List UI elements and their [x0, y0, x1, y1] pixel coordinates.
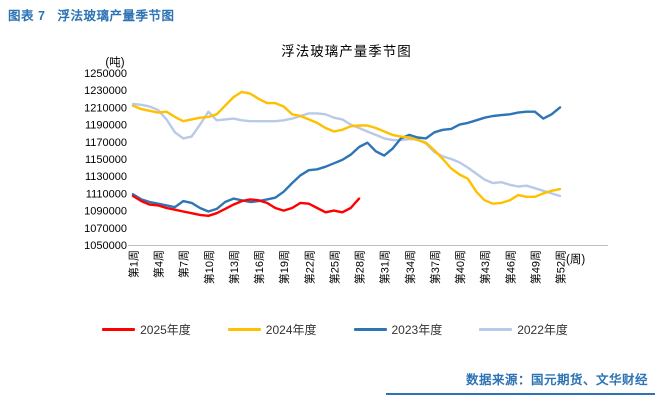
y-tick-label: 1050000 — [84, 240, 127, 252]
y-tick-label: 1090000 — [84, 206, 127, 218]
x-tick-label: 第19周 — [277, 250, 291, 284]
legend-label: 2024年度 — [265, 323, 317, 337]
legend-swatch — [353, 328, 387, 331]
x-tick-label: 第52周 — [554, 250, 568, 284]
y-tick-label: 1150000 — [85, 154, 127, 166]
y-tick-label: 1210000 — [84, 102, 127, 114]
series-line-2025年度 — [131, 194, 361, 218]
y-tick-label: 1170000 — [85, 137, 127, 149]
x-tick-label: 第46周 — [503, 250, 517, 284]
seasonal-line-chart: 1250000 1230000 1210000 1190000 1170000 11500… — [84, 68, 608, 284]
legend-label: 2025年度 — [140, 323, 191, 337]
legend-item-2023年度: 2023年度 — [353, 321, 443, 338]
y-tick-label: 1230000 — [84, 85, 127, 97]
y-tick-label: 1070000 — [84, 223, 127, 235]
legend-item-2025年度: 2025年度 — [102, 321, 191, 338]
y-axis-unit-label: (吨) — [105, 57, 125, 69]
legend-item-2022年度: 2022年度 — [479, 321, 568, 338]
legend-label: 2023年度 — [391, 323, 443, 337]
x-tick-label: 第43周 — [478, 250, 492, 284]
legend-swatch — [227, 328, 261, 331]
chart-title: 浮法玻璃产量季节图 — [281, 44, 412, 59]
x-tick-label: 第40周 — [453, 250, 467, 284]
x-tick-label: 第16周 — [252, 250, 266, 284]
series-line-2023年度 — [131, 106, 562, 213]
y-tick-label: 1190000 — [85, 120, 127, 132]
x-tick-label: 第22周 — [302, 250, 316, 284]
legend-label: 2022年度 — [517, 323, 568, 337]
x-tick-label: 第10周 — [202, 250, 216, 284]
chart-legend: 2025年度 2024年度 2023年度 2022年度 — [95, 321, 575, 338]
x-tick-label: 第34周 — [403, 250, 417, 284]
x-tick-label: 第1周 — [127, 250, 141, 278]
x-tick-label: 第4周 — [152, 250, 166, 278]
legend-swatch — [479, 328, 513, 331]
figure-caption-label: 图表 7 — [8, 9, 46, 23]
x-tick-label: 第13周 — [227, 250, 241, 284]
x-tick-label: 第25周 — [327, 250, 341, 284]
x-tick-label: 第31周 — [378, 250, 392, 284]
figure-caption: 图表 7 浮法玻璃产量季节图 — [8, 5, 174, 24]
y-tick-label: 1130000 — [85, 171, 127, 183]
table-bottom-border — [386, 393, 655, 395]
x-tick-label: 第7周 — [177, 250, 191, 278]
legend-swatch — [102, 328, 136, 331]
data-source-note: 数据来源：国元期货、文华财经 — [465, 373, 648, 387]
y-tick-label: 1110000 — [86, 188, 127, 200]
x-tick-label: 第37周 — [428, 250, 442, 284]
x-axis-unit-label: (周) — [566, 254, 586, 266]
series-line-2024年度 — [131, 90, 562, 205]
legend-item-2024年度: 2024年度 — [227, 321, 317, 338]
x-tick-label: 第28周 — [353, 250, 367, 284]
figure-caption-title: 浮法玻璃产量季节图 — [57, 9, 175, 23]
x-tick-label: 第49周 — [528, 250, 542, 284]
y-tick-label: 1250000 — [84, 68, 127, 80]
